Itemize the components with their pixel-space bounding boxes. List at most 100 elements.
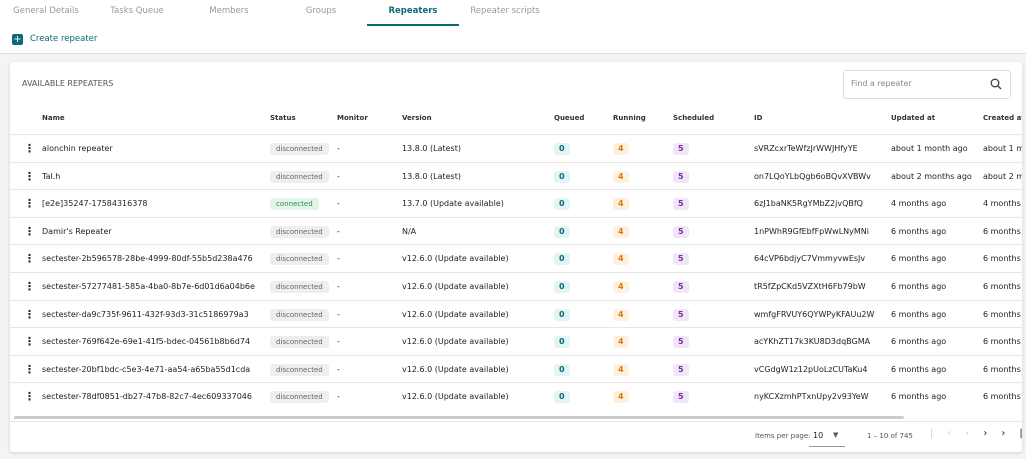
table-row[interactable]: ⋮ alonchin repeater disconnected - 13.8.0 (L…	[10, 134, 1022, 162]
search-field[interactable]: Find a repeater	[843, 70, 1011, 99]
queued-cell: 0	[554, 218, 570, 245]
row-menu[interactable]: ⋮	[24, 224, 35, 238]
column-header: Status	[270, 114, 296, 122]
running-cell: 4	[613, 190, 629, 217]
page-size-label: Items per page:	[755, 432, 811, 440]
plus-icon[interactable]: +	[12, 34, 23, 45]
id-cell: 64cVP6bdjyC7VmmyvwEsJv	[754, 254, 866, 264]
queued-cell: 0	[554, 356, 570, 383]
pager-buttons[interactable]: |‹‹››|	[930, 428, 1022, 439]
monitor-cell: -	[337, 254, 340, 264]
queued-badge: 0	[554, 143, 570, 155]
running-cell: 4	[613, 273, 629, 300]
status-cell: disconnected	[270, 328, 329, 355]
status-cell: disconnected	[270, 245, 329, 272]
updated-at-cell: 6 months ago	[891, 364, 947, 374]
tab[interactable]: Members	[209, 6, 249, 16]
running-cell: 4	[613, 245, 629, 272]
table-row[interactable]: ⋮ sectester-20bf1bdc-c5e3-4e71-aa54-a65ba…	[10, 354, 1022, 383]
updated-at-cell: 6 months ago	[891, 254, 947, 264]
queued-cell: 0	[554, 163, 570, 190]
row-menu[interactable]: ⋮	[24, 362, 35, 376]
table-row[interactable]: ⋮ sectester-2b596578-28be-4999-80df-55b5d…	[10, 244, 1022, 272]
row-menu[interactable]: ⋮	[24, 252, 35, 266]
status-cell: disconnected	[270, 135, 329, 162]
table-row[interactable]: ⋮ sectester-78df0851-db27-47b8-82c7-4ec60…	[10, 382, 1022, 410]
version-cell: v12.6.0 (Update available)	[402, 282, 509, 291]
created-at-cell: 6 months	[983, 226, 1021, 236]
column-header: Version	[402, 114, 432, 122]
scheduled-badge: 5	[673, 225, 689, 238]
column-header: Running	[613, 114, 646, 122]
create-button[interactable]: Create repeater	[30, 34, 98, 44]
queued-badge: 0	[554, 308, 570, 321]
tab[interactable]: Repeaters	[367, 0, 459, 26]
table-row[interactable]: ⋮ sectester-769f642e-69e1-41f5-bdec-04561…	[10, 327, 1022, 355]
monitor-cell: -	[337, 337, 340, 347]
row-menu[interactable]: ⋮	[24, 142, 35, 155]
created-at-cell: 6 months	[983, 392, 1021, 402]
scrollbar[interactable]	[14, 416, 904, 419]
updated-at-cell: 4 months ago	[891, 199, 947, 209]
queued-cell: 0	[554, 245, 570, 272]
tab[interactable]: Tasks Queue	[110, 6, 164, 16]
id-cell: nyKCXzmhPTxnUpy2v93YeW	[754, 392, 869, 402]
created-at-cell: 6 months	[983, 282, 1021, 291]
table-row[interactable]: ⋮ sectester-57277481-585a-4ba0-8b7e-6d01d…	[10, 272, 1022, 300]
name-cell: sectester-78df0851-db27-47b8-82c7-4ec609…	[42, 392, 252, 402]
scheduled-cell: 5	[673, 273, 689, 300]
scheduled-cell: 5	[673, 356, 689, 383]
table-row[interactable]: ⋮ sectester-da9c735f-9611-432f-93d3-31c51…	[10, 299, 1022, 328]
tab[interactable]: General Details	[13, 6, 79, 16]
id-cell: sVRZcxrTeWfzJrWWJHfyYE	[754, 144, 858, 153]
updated-at-cell: about 2 months ago	[891, 171, 972, 181]
page-size-select[interactable]: 10 ▼	[809, 426, 845, 447]
row-menu[interactable]: ⋮	[24, 307, 35, 321]
row-menu[interactable]: ⋮	[24, 280, 35, 293]
version-cell: v12.6.0 (Update available)	[402, 392, 509, 402]
monitor-cell: -	[337, 171, 340, 181]
version-cell: v12.6.0 (Update available)	[402, 364, 509, 374]
monitor-cell: -	[337, 309, 340, 319]
running-cell: 4	[613, 328, 629, 355]
status-cell: disconnected	[270, 218, 329, 245]
scheduled-badge: 5	[673, 363, 689, 376]
scheduled-badge: 5	[673, 198, 689, 211]
row-menu[interactable]: ⋮	[24, 335, 35, 349]
column-header: Queued	[554, 114, 585, 122]
scheduled-cell: 5	[673, 245, 689, 272]
id-cell: 6zJ1baNK5RgYMbZ2jvQBfQ	[754, 199, 863, 209]
table-row[interactable]: ⋮ [e2e]35247-17584316378 connected - 13.7.0 …	[10, 189, 1022, 217]
tab[interactable]: Groups	[305, 6, 337, 16]
queued-badge: 0	[554, 253, 570, 266]
divider	[10, 421, 1022, 422]
table-row[interactable]: ⋮ Damir's Repeater disconnected - N/A 0 4 5 1nPW…	[10, 216, 1022, 245]
name-cell: Tal.h	[42, 171, 61, 181]
running-badge: 4	[613, 336, 629, 349]
running-cell: 4	[613, 356, 629, 383]
updated-at-cell: about 1 month ago	[891, 144, 968, 153]
status-badge: disconnected	[270, 363, 329, 376]
status-badge: connected	[270, 198, 319, 211]
version-cell: v12.6.0 (Update available)	[402, 309, 509, 319]
row-menu[interactable]: ⋮	[24, 390, 35, 404]
scheduled-cell: 5	[673, 328, 689, 355]
running-badge: 4	[613, 253, 629, 266]
queued-badge: 0	[554, 198, 570, 211]
row-menu[interactable]: ⋮	[24, 169, 35, 183]
scheduled-badge: 5	[673, 308, 689, 321]
running-badge: 4	[613, 170, 629, 183]
name-cell: alonchin repeater	[42, 144, 113, 153]
table-row[interactable]: ⋮ Tal.h disconnected - 13.8.0 (Latest) 0 4 5 on7…	[10, 161, 1022, 190]
row-menu[interactable]: ⋮	[24, 197, 35, 211]
name-cell: sectester-20bf1bdc-c5e3-4e71-aa54-a65ba5…	[42, 364, 251, 374]
status-cell: disconnected	[270, 163, 329, 190]
tab[interactable]: Repeater scripts	[470, 6, 540, 16]
status-badge: disconnected	[270, 336, 329, 349]
running-badge: 4	[613, 225, 629, 238]
running-cell: 4	[613, 163, 629, 190]
version-cell: v12.6.0 (Update available)	[402, 337, 509, 347]
status-badge: disconnected	[270, 308, 329, 321]
queued-cell: 0	[554, 301, 570, 328]
queued-badge: 0	[554, 281, 570, 293]
